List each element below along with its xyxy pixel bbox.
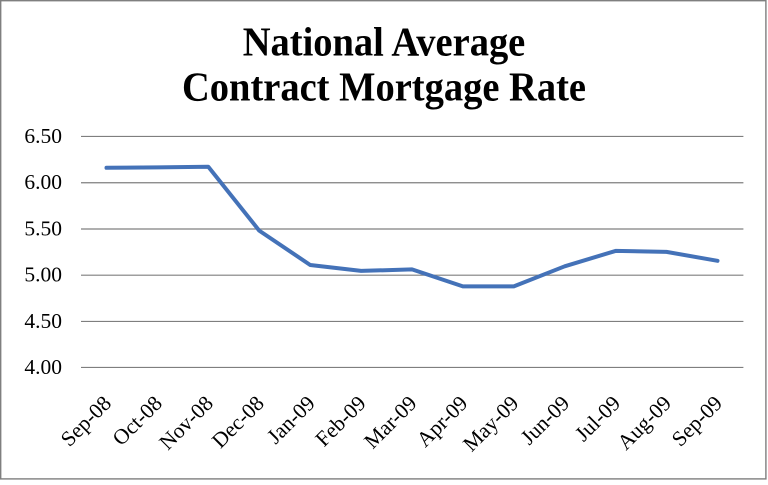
svg-text:5.50: 5.50 [24, 216, 62, 240]
svg-text:6.50: 6.50 [24, 124, 62, 148]
svg-text:National Average: National Average [243, 18, 526, 64]
svg-text:4.50: 4.50 [24, 309, 62, 333]
svg-text:4.00: 4.00 [24, 355, 62, 379]
svg-text:5.00: 5.00 [24, 263, 62, 287]
svg-text:Contract Mortgage Rate: Contract Mortgage Rate [182, 63, 586, 109]
svg-text:6.00: 6.00 [24, 170, 62, 194]
